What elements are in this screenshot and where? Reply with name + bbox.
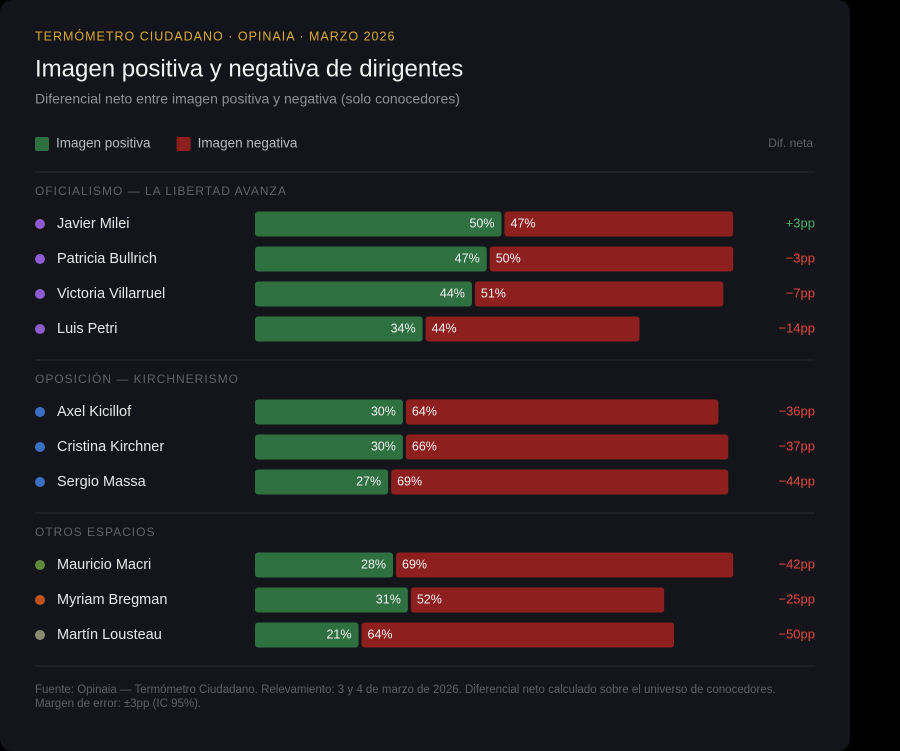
value-label: 31% (376, 592, 401, 606)
value-label: 52% (417, 592, 442, 606)
value-label: 21% (326, 627, 351, 641)
bar (391, 469, 729, 495)
name-label: Patricia Bullrich (57, 251, 157, 267)
bar (255, 399, 403, 425)
name-label: Myriam Bregman (57, 592, 167, 608)
bar (405, 399, 719, 425)
name-label: Cristina Kirchner (57, 439, 164, 455)
name-label: Javier Milei (57, 216, 130, 232)
party-dot (35, 219, 45, 229)
group-label: OTROS ESPACIOS (35, 525, 155, 539)
bar (405, 434, 729, 460)
value-label: 30% (371, 404, 396, 418)
legend-swatch (176, 137, 191, 151)
party-dot (35, 560, 45, 570)
value-label: 69% (402, 557, 427, 571)
subtitle: Diferencial neto entre imagen positiva y… (35, 91, 460, 107)
bar (361, 622, 675, 648)
party-dot (35, 324, 45, 334)
value-label: 64% (368, 627, 393, 641)
name-label: Mauricio Macri (57, 557, 151, 573)
source: Fuente: Opinaia — Termómetro Ciudadano. … (35, 684, 776, 710)
value-label: 34% (391, 321, 416, 335)
bar (255, 211, 502, 237)
chart-title: Imagen positiva y negativa de dirigentes (35, 55, 463, 82)
name-label: Luis Petri (57, 321, 117, 337)
party-dot (35, 289, 45, 299)
party-dot (35, 477, 45, 487)
legend-swatch (35, 137, 49, 151)
bar (255, 281, 472, 307)
bar (425, 316, 640, 342)
party-dot (35, 630, 45, 640)
name-label: Sergio Massa (57, 474, 147, 490)
group-label: OPOSICIÓN — KIRCHNERISMO (35, 371, 239, 386)
bar (396, 552, 734, 578)
value-label: 47% (511, 216, 536, 230)
bar (255, 469, 389, 495)
party-dot (35, 442, 45, 452)
kicker: TERMÓMETRO CIUDADANO · OPINAIA · MARZO 2… (35, 28, 395, 43)
party-dot (35, 595, 45, 605)
net-label: −7pp (786, 285, 815, 300)
bar (410, 587, 665, 613)
value-label: 51% (481, 286, 506, 300)
net-label: −3pp (786, 250, 815, 265)
bar (255, 316, 423, 342)
net-label: −42pp (778, 556, 815, 571)
party-dot (35, 254, 45, 264)
net-label: −14pp (778, 320, 815, 335)
value-label: 66% (412, 439, 437, 453)
bar (474, 281, 724, 307)
net-label: −50pp (778, 626, 815, 641)
source-box: Fuente: Opinaia — Termómetro Ciudadano. … (35, 684, 776, 710)
legend-label: Imagen positiva (56, 136, 151, 151)
bar (255, 622, 359, 648)
net-label: −44pp (778, 473, 815, 488)
legend-label: Imagen negativa (198, 136, 298, 151)
value-label: 44% (440, 286, 465, 300)
name-label: Martín Lousteau (57, 627, 162, 643)
net-label: −37pp (778, 438, 815, 453)
name-label: Axel Kicillof (57, 404, 132, 420)
net-label: −36pp (778, 403, 815, 418)
group-label: OFICIALISMO — LA LIBERTAD AVANZA (35, 184, 287, 198)
value-label: 69% (397, 474, 422, 488)
bar (489, 246, 734, 272)
bar (255, 552, 394, 578)
net-label: −25pp (778, 591, 815, 606)
value-label: 28% (361, 557, 386, 571)
value-label: 44% (432, 321, 457, 335)
value-label: 64% (412, 404, 437, 418)
bar (504, 211, 734, 237)
name-label: Victoria Villarruel (57, 286, 165, 302)
bar (255, 587, 408, 613)
net-title: Dif. neta (768, 136, 813, 150)
value-label: 50% (469, 216, 494, 230)
party-dot (35, 407, 45, 417)
value-label: 27% (356, 474, 381, 488)
value-label: 50% (496, 251, 521, 265)
bar (255, 246, 487, 272)
value-label: 30% (371, 439, 396, 453)
net-label: +3pp (786, 215, 815, 230)
value-label: 47% (455, 251, 480, 265)
bar (255, 434, 403, 460)
